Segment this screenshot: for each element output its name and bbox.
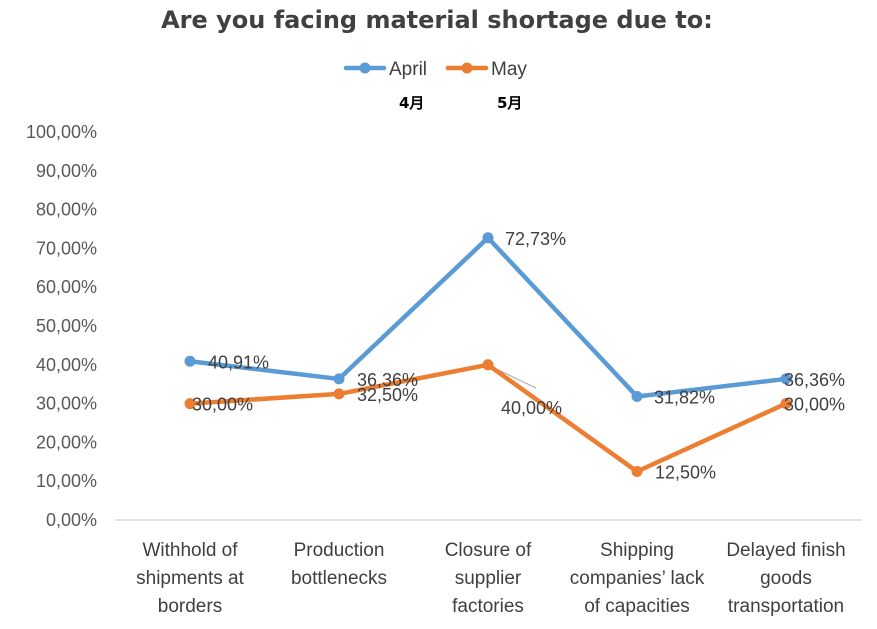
data-label-may: 40,00% (501, 398, 562, 418)
legend: April 4月 May 5月 (343, 59, 527, 112)
x-tick-label: goods (760, 568, 812, 589)
data-label-april: 36,36% (357, 370, 418, 390)
data-point-may (482, 359, 494, 371)
x-tick-label: supplier (455, 568, 522, 589)
data-point-april (482, 232, 494, 244)
x-tick-label: borders (158, 596, 222, 617)
series-line-april (187, 235, 789, 399)
x-tick-label: companies’ lack (570, 568, 705, 589)
x-axis: Withhold of shipments at borders Production… (136, 540, 846, 617)
data-point-april (333, 373, 345, 385)
data-point-may (631, 466, 643, 477)
legend-sublabel-april: 4月 (399, 94, 424, 112)
data-label-april: 72,73% (505, 229, 566, 249)
x-tick-label: Shipping (600, 540, 674, 561)
data-label-may: 30,00% (784, 395, 845, 415)
y-tick-label: 10,00% (36, 471, 97, 491)
y-tick-label: 90,00% (36, 161, 97, 181)
legend-item-april: April 4月 (343, 59, 427, 112)
data-label-may: 30,00% (192, 395, 253, 415)
legend-marker-may (461, 62, 473, 74)
y-tick-label: 0,00% (46, 510, 97, 530)
data-point-may (184, 398, 196, 410)
data-point-april (631, 391, 643, 403)
series-group (184, 232, 792, 477)
data-label-april: 31,82% (654, 388, 715, 408)
y-tick-label: 70,00% (36, 238, 97, 258)
y-tick-label: 60,00% (36, 277, 97, 297)
y-tick-label: 80,00% (36, 200, 97, 220)
x-tick-label: Closure of (445, 540, 532, 561)
x-tick-label: Delayed finish (726, 540, 845, 561)
x-tick-label: transportation (728, 596, 844, 617)
legend-item-may: May 5月 (445, 59, 527, 112)
data-label-may: 12,50% (655, 463, 716, 483)
chart-title: Are you facing material shortage due to: (161, 6, 713, 34)
data-label-april: 40,91% (208, 352, 269, 372)
data-label-may: 32,50% (357, 385, 418, 405)
legend-label-may: May (491, 59, 527, 80)
x-tick-label: factories (452, 596, 524, 617)
y-axis: 0,00% 10,00% 20,00% 30,00% 40,00% 50,00% 60,00… (26, 122, 97, 530)
data-label-april: 36,36% (784, 370, 845, 390)
x-tick-label: Production (294, 540, 385, 561)
data-point-may (780, 398, 792, 410)
legend-label-april: April (389, 59, 427, 80)
y-tick-label: 20,00% (36, 432, 97, 452)
y-tick-label: 40,00% (36, 355, 97, 375)
x-tick-label: shipments at (136, 568, 244, 589)
data-point-may (333, 388, 345, 400)
legend-sublabel-may: 5月 (497, 94, 522, 112)
data-point-april (780, 373, 792, 385)
data-labels: 40,91% 36,36% 72,73% 31,82% 36,36% 30,00% 32,5… (192, 229, 845, 483)
series-line-may (187, 362, 789, 474)
data-point-april (184, 355, 196, 367)
y-tick-label: 30,00% (36, 394, 97, 414)
x-tick-label: bottlenecks (291, 568, 387, 589)
x-tick-label: of capacities (584, 596, 690, 617)
x-tick-label: Withhold of (142, 540, 238, 561)
y-tick-label: 100,00% (26, 122, 97, 142)
legend-marker-april (359, 62, 371, 74)
y-tick-label: 50,00% (36, 316, 97, 336)
